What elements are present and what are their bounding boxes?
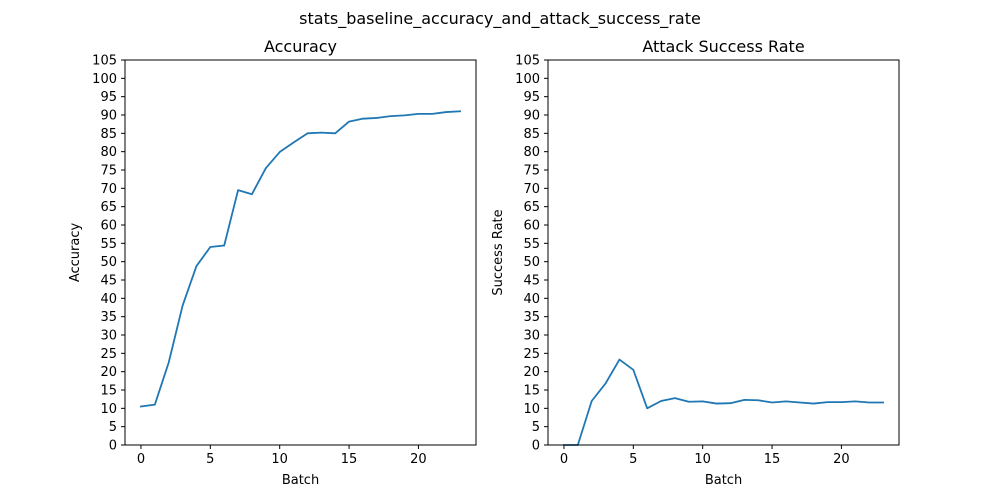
attack-success-rate-plot-lines bbox=[563, 358, 884, 446]
accuracy-x-ticks: 0 5 10 15 20 bbox=[137, 445, 427, 467]
attack-success-rate-y-tick-label: 60 bbox=[523, 219, 540, 234]
attack-success-rate-y-tick-label: 25 bbox=[523, 347, 540, 362]
attack-success-rate-subplot: Attack Success Rate Batch Success Rate 0… bbox=[491, 37, 900, 488]
attack-success-rate-y-tick-label: 85 bbox=[523, 127, 540, 142]
attack-success-rate-y-tick-label: 75 bbox=[523, 164, 540, 179]
accuracy-axes-frame bbox=[124, 59, 477, 446]
accuracy-y-tick-label: 30 bbox=[100, 329, 117, 344]
accuracy-x-axis-label: Batch bbox=[282, 473, 319, 488]
attack-success-rate-x-tick-label: 20 bbox=[833, 452, 850, 467]
accuracy-y-tick-label: 105 bbox=[92, 54, 117, 69]
attack-success-rate-y-axis-label: Success Rate bbox=[491, 209, 506, 295]
attack-success-rate-series-line bbox=[563, 358, 884, 446]
attack-success-rate-y-tick-label: 90 bbox=[523, 109, 540, 124]
attack-success-rate-x-tick-label: 5 bbox=[629, 452, 637, 467]
attack-success-rate-x-tick-label: 15 bbox=[764, 452, 781, 467]
accuracy-y-tick-label: 50 bbox=[100, 255, 117, 270]
accuracy-y-tick-label: 90 bbox=[100, 109, 117, 124]
accuracy-y-axis-label: Accuracy bbox=[68, 223, 83, 283]
accuracy-y-tick-label: 100 bbox=[92, 72, 117, 87]
accuracy-y-tick-label: 10 bbox=[100, 402, 117, 417]
attack-success-rate-title: Attack Success Rate bbox=[642, 37, 804, 56]
accuracy-plot-lines bbox=[139, 110, 461, 408]
attack-success-rate-y-tick-label: 100 bbox=[515, 72, 540, 87]
accuracy-x-tick-label: 20 bbox=[410, 452, 427, 467]
accuracy-y-tick-label: 95 bbox=[100, 90, 117, 105]
accuracy-x-tick-label: 10 bbox=[271, 452, 288, 467]
attack-success-rate-y-tick-label: 35 bbox=[523, 310, 540, 325]
attack-success-rate-axes-frame bbox=[547, 59, 900, 446]
attack-success-rate-y-tick-label: 15 bbox=[523, 384, 540, 399]
accuracy-y-tick-label: 80 bbox=[100, 145, 117, 160]
accuracy-x-tick-label: 0 bbox=[137, 452, 145, 467]
accuracy-y-tick-label: 70 bbox=[100, 182, 117, 197]
accuracy-y-tick-label: 45 bbox=[100, 274, 117, 289]
attack-success-rate-x-tick-label: 10 bbox=[694, 452, 711, 467]
attack-success-rate-y-tick-label: 10 bbox=[523, 402, 540, 417]
attack-success-rate-y-tick-label: 5 bbox=[532, 420, 540, 435]
attack-success-rate-y-tick-label: 70 bbox=[523, 182, 540, 197]
accuracy-y-tick-label: 15 bbox=[100, 384, 117, 399]
attack-success-rate-y-ticks: 0 5 10 15 20 25 30 35 40 45 50 55 60 65 70 75 80 85 90 95 10… bbox=[515, 54, 548, 454]
accuracy-y-tick-label: 75 bbox=[100, 164, 117, 179]
accuracy-x-tick-label: 5 bbox=[206, 452, 214, 467]
attack-success-rate-y-tick-label: 105 bbox=[515, 54, 540, 69]
attack-success-rate-y-tick-label: 95 bbox=[523, 90, 540, 105]
accuracy-series-line bbox=[139, 110, 461, 408]
accuracy-x-tick-label: 15 bbox=[341, 452, 358, 467]
accuracy-subplot: Accuracy Batch Accuracy 0 5 10 15 20 0 5 10 15 2… bbox=[68, 37, 477, 488]
attack-success-rate-y-tick-label: 20 bbox=[523, 365, 540, 380]
attack-success-rate-x-tick-label: 0 bbox=[560, 452, 568, 467]
attack-success-rate-y-tick-label: 45 bbox=[523, 274, 540, 289]
accuracy-y-tick-label: 35 bbox=[100, 310, 117, 325]
accuracy-y-tick-label: 65 bbox=[100, 200, 117, 215]
attack-success-rate-y-tick-label: 80 bbox=[523, 145, 540, 160]
accuracy-y-tick-label: 0 bbox=[109, 439, 117, 454]
accuracy-y-tick-label: 40 bbox=[100, 292, 117, 307]
attack-success-rate-y-tick-label: 65 bbox=[523, 200, 540, 215]
attack-success-rate-x-ticks: 0 5 10 15 20 bbox=[560, 445, 850, 467]
accuracy-y-tick-label: 25 bbox=[100, 347, 117, 362]
accuracy-y-tick-label: 85 bbox=[100, 127, 117, 142]
accuracy-y-tick-label: 20 bbox=[100, 365, 117, 380]
accuracy-y-tick-label: 60 bbox=[100, 219, 117, 234]
accuracy-y-ticks: 0 5 10 15 20 25 30 35 40 45 50 55 60 65 70 75 80 85 90 95 10… bbox=[92, 54, 125, 454]
attack-success-rate-y-tick-label: 0 bbox=[532, 439, 540, 454]
attack-success-rate-y-tick-label: 55 bbox=[523, 237, 540, 252]
accuracy-y-tick-label: 55 bbox=[100, 237, 117, 252]
figure-suptitle: stats_baseline_accuracy_and_attack_succe… bbox=[299, 9, 701, 29]
attack-success-rate-y-tick-label: 30 bbox=[523, 329, 540, 344]
accuracy-title: Accuracy bbox=[264, 37, 337, 56]
attack-success-rate-y-tick-label: 40 bbox=[523, 292, 540, 307]
attack-success-rate-y-tick-label: 50 bbox=[523, 255, 540, 270]
accuracy-y-tick-label: 5 bbox=[109, 420, 117, 435]
attack-success-rate-x-axis-label: Batch bbox=[705, 473, 742, 488]
